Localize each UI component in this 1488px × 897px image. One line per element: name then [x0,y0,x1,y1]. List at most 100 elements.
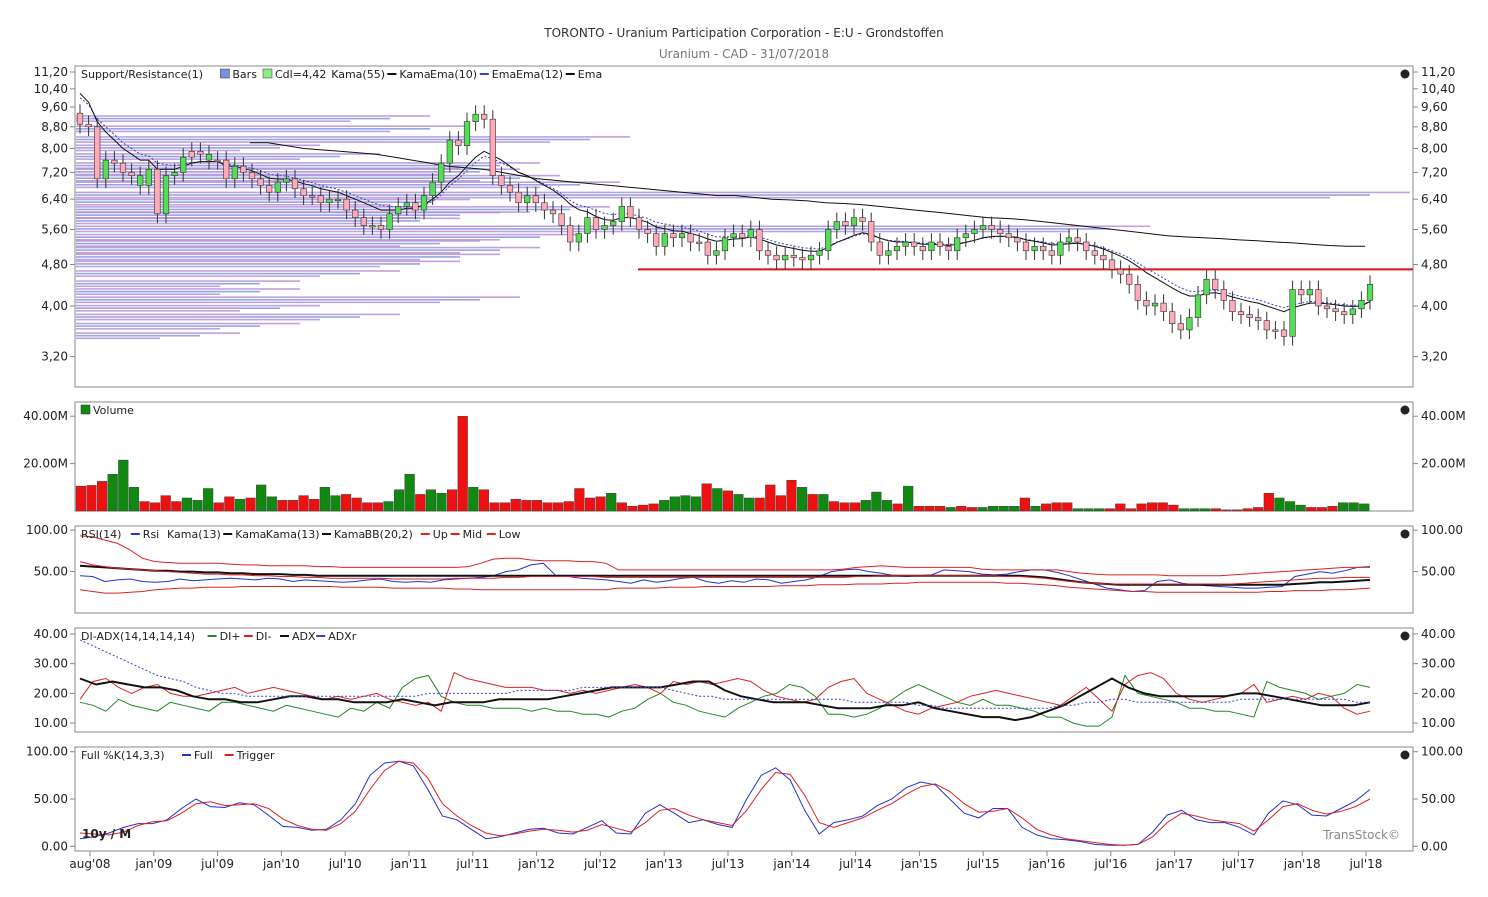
candle-body [1083,241,1090,252]
candle-body [816,250,823,256]
legend-swatch [80,404,91,415]
volume-profile-bar [76,170,480,173]
volume-bar [468,487,479,512]
volume-profile-bar [76,246,540,249]
candle-body [1005,233,1012,239]
volume-bar [797,487,808,512]
series-line-di- [79,671,1371,715]
close-icon [1400,750,1410,760]
volume-profile-bar [76,167,460,169]
legend-entry: Kama(13) [266,528,320,541]
volume-bar [998,506,1009,512]
candle-body [764,250,772,256]
volume-bar [1337,502,1349,512]
candle-body [248,172,256,180]
x-tick-label: jul'11 [455,857,489,871]
candle-body [111,159,118,164]
volume-bar [765,484,776,512]
candle-body [842,221,849,226]
x-tick-label: jul'17 [1221,857,1255,871]
y-tick-label-left: 3,20 [41,350,68,364]
volume-profile-bar [76,301,440,304]
x-tick-label: jul'16 [1093,857,1127,871]
volume-profile-bar [76,173,440,176]
candle-body [532,195,539,204]
candle-body [1246,314,1253,318]
x-tick-label: jan'09 [134,857,172,871]
candle-body [1169,311,1176,324]
volume-profile-bar [76,236,540,238]
volume-bar [913,506,924,512]
candle-body [618,206,625,222]
volume-bar [775,495,786,512]
volume-bar [818,494,829,512]
candle-body [893,246,901,252]
volume-bar [1327,506,1338,512]
volume-profile-bar [76,120,350,122]
volume-profile-bar [76,183,580,186]
volume-bar [1359,503,1370,512]
series-line-kama [79,564,1371,586]
candle-body [360,217,367,226]
candle-body [1272,329,1279,332]
y-tick-label-right: 100.00 [1421,745,1463,759]
y-tick-label-left: 40.00 [34,627,68,641]
close-icon [1400,405,1410,415]
volume-bar [1231,509,1243,512]
candle-body [575,233,582,243]
candle-body [756,229,763,252]
volume-profile-bar [76,280,300,282]
candle-body [223,159,230,180]
volume-bar [850,502,861,512]
volume-bar [1083,508,1094,512]
y-tick-label-left: 30.00 [34,657,68,671]
candle-body [1108,259,1116,270]
volume-bar [425,489,436,512]
candle-body [274,181,281,193]
candle-body [1358,300,1365,310]
candle-body [524,195,531,204]
x-tick-label: jan'16 [1028,857,1066,871]
candle-body [1194,294,1202,318]
candle-body [188,151,195,158]
volume-profile-bar [76,307,280,310]
volume-bar [287,500,299,512]
volume-bar [966,507,977,512]
legend-entry: Cdl=4,42 [275,68,326,81]
volume-profile-bar [76,290,260,293]
legend-entry: Bars [232,68,257,81]
volume-bar [1030,506,1041,512]
volume-bar [500,502,511,512]
candle-body [696,241,703,244]
candle-body [1160,302,1167,313]
volume-profile-bar [76,206,610,208]
candle-body [601,225,608,230]
candle-body [317,195,324,204]
candle-body [1341,311,1348,315]
candle-body [309,195,316,198]
volume-profile-bar [76,181,620,183]
candle-body [1091,250,1098,256]
volume-profile-bar [76,130,390,133]
candle-body [678,233,686,239]
candle-body [455,139,462,146]
volume-bar [1200,508,1211,512]
volume-bar [86,485,97,512]
candle-body [1117,269,1124,275]
volume-profile-bar [76,272,360,275]
legend-entry: Full [194,749,213,762]
candle-body [352,209,359,218]
candle-body [1031,246,1038,252]
volume-bar [701,483,712,512]
volume-profile-bar [76,270,400,272]
candle-body [283,178,290,183]
candle-body [205,153,213,161]
candle-body [214,159,221,162]
volume-bar [181,497,192,512]
volume-bar [987,506,999,512]
volume-bar [616,502,627,512]
candle-body [429,181,436,196]
candle-body [610,221,617,226]
candle-body [137,175,144,186]
